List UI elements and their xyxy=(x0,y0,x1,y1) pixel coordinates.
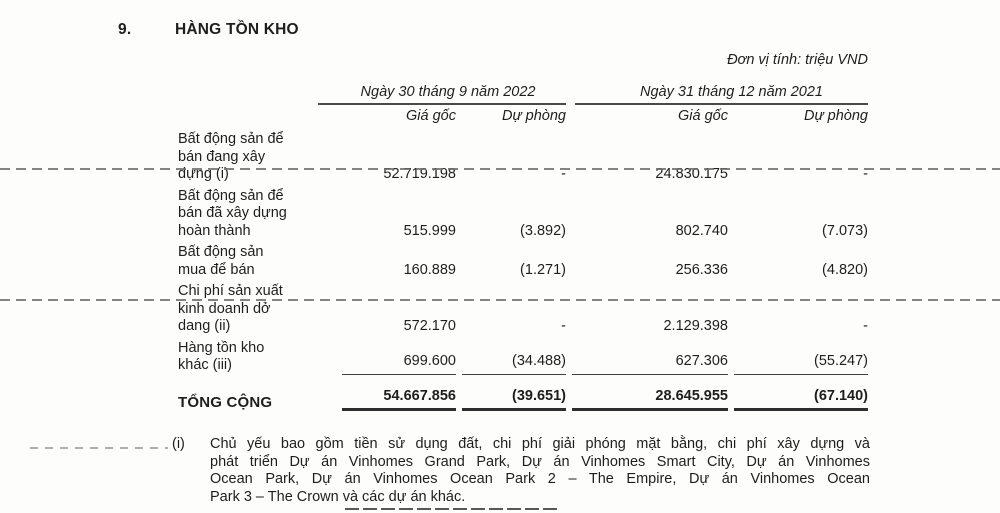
total-value: (39.651) xyxy=(462,388,566,411)
total-value: (67.140) xyxy=(734,388,868,411)
table-row: Hàng tồn kho khác (iii) 699.600 (34.488)… xyxy=(178,340,868,379)
cell-value: (34.488) xyxy=(462,353,566,375)
total-value: 54.667.856 xyxy=(342,388,456,411)
row-label: Chi phí sản xuất kinh doanh dở dang (ii) xyxy=(178,283,283,334)
period-header-2021: Ngày 31 tháng 12 năm 2021 xyxy=(575,84,868,105)
row-label: Bất động sản để bán đang xây dựng (i) xyxy=(178,131,284,182)
cell-value: - xyxy=(863,318,868,334)
cell-value: 515.999 xyxy=(403,222,456,239)
scan-artifact-line xyxy=(345,508,560,510)
footnote-line: Ocean Park, Dự án Vinhomes Ocean Park 2 … xyxy=(210,471,870,487)
col-header-provision-2022: Dự phòng xyxy=(501,107,566,124)
footnote-line: Park 3 – The Crown và các dự án khác. xyxy=(210,488,466,505)
col-header-cost-2022: Giá gốc xyxy=(406,107,456,124)
cell-value: 52.719.198 xyxy=(383,166,456,182)
row-label: Hàng tồn kho khác (iii) xyxy=(178,339,265,374)
col-header-cost-2021: Giá gốc xyxy=(678,107,728,124)
total-label: TỔNG CỘNG xyxy=(178,393,273,411)
cell-value: (3.892) xyxy=(520,222,566,239)
col-header-provision-2021: Dự phòng xyxy=(803,107,868,124)
period-header-row: Ngày 30 tháng 9 năm 2022 Ngày 31 tháng 1… xyxy=(178,82,868,105)
footnote-i: (i) Chủ yếu bao gồm tiền sử dụng đất, ch… xyxy=(172,436,872,506)
cell-value: 256.336 xyxy=(675,261,728,278)
cell-value: 2.129.398 xyxy=(663,318,728,334)
inventory-table: Ngày 30 tháng 9 năm 2022 Ngày 31 tháng 1… xyxy=(178,82,868,416)
footnote-text: Chủ yếu bao gồm tiền sử dụng đất, chi ph… xyxy=(210,436,870,506)
cell-value: 572.170 xyxy=(403,318,456,334)
sub-header-row: Giá gốc Dự phòng Giá gốc Dự phòng xyxy=(178,105,868,132)
table-row: Chi phí sản xuất kinh doanh dở dang (ii)… xyxy=(178,283,868,340)
cell-value: 699.600 xyxy=(342,353,456,375)
cell-value: (1.271) xyxy=(520,261,566,278)
total-row: TỔNG CỘNG 54.667.856 (39.651) 28.645.955… xyxy=(178,379,868,417)
row-label: Bất động sản mua để bán xyxy=(178,244,264,278)
cell-value: 160.889 xyxy=(403,261,456,278)
table-row: Bất động sản để bán đang xây dựng (i) 52… xyxy=(178,131,868,188)
table-row: Bất động sản để bán đã xây dựng hoàn thà… xyxy=(178,188,868,245)
section-heading: 9. HÀNG TỒN KHO xyxy=(118,21,299,39)
cell-value: - xyxy=(561,318,566,334)
cell-value: 24.830.175 xyxy=(655,166,728,182)
cell-value: 802.740 xyxy=(675,222,728,239)
footnote-marker: (i) xyxy=(172,436,185,452)
footnote-line: Chủ yếu bao gồm tiền sử dụng đất, chi ph… xyxy=(210,436,870,452)
table-row: Bất động sản mua để bán 160.889 (1.271) … xyxy=(178,244,868,283)
spacer-cell xyxy=(178,82,336,105)
footnote-line: phát triển Dự án Vinhomes Grand Park, Dự… xyxy=(210,453,870,470)
scan-artifact-line xyxy=(30,447,168,449)
cell-value: (4.820) xyxy=(822,261,868,278)
section-number: 9. xyxy=(118,21,132,38)
cell-value: - xyxy=(561,166,566,182)
cell-value: (55.247) xyxy=(734,353,868,375)
row-label: Bất động sản để bán đã xây dựng hoàn thà… xyxy=(178,187,287,239)
cell-value: (7.073) xyxy=(822,222,868,239)
period-header-2022: Ngày 30 tháng 9 năm 2022 xyxy=(318,84,566,105)
cell-value: 627.306 xyxy=(572,353,728,375)
total-value: 28.645.955 xyxy=(572,388,728,411)
cell-value: - xyxy=(863,166,868,182)
spacer-cell xyxy=(178,105,336,132)
unit-note: Đơn vị tính: triệu VND xyxy=(727,52,868,68)
section-title: HÀNG TỒN KHO xyxy=(175,21,299,38)
